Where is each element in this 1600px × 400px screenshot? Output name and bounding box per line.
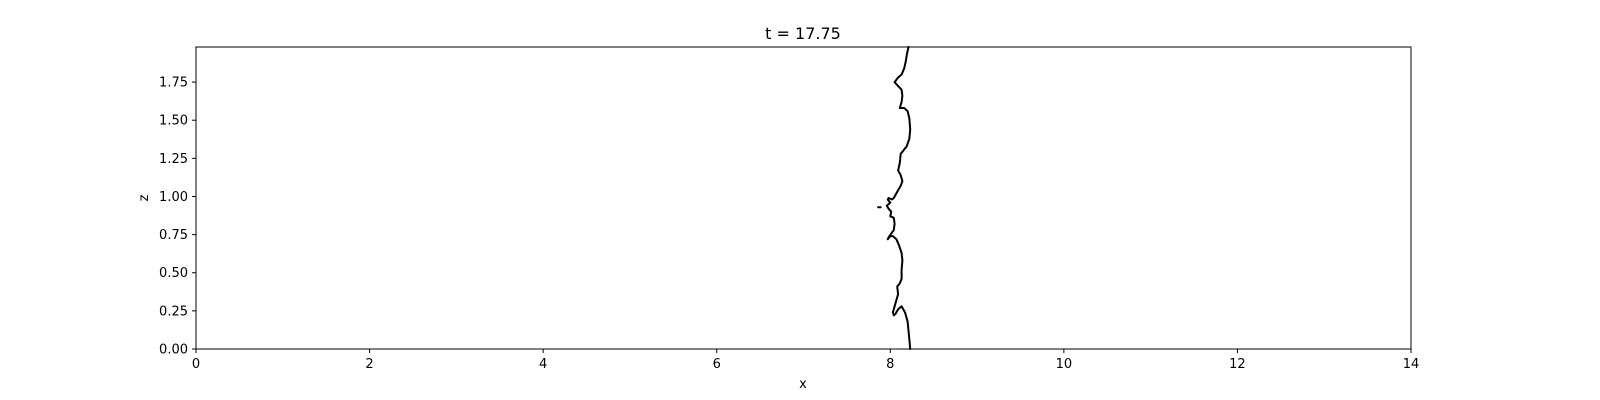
y-tick-label: 0.75 xyxy=(159,228,188,243)
x-tick-label: 14 xyxy=(1403,357,1420,372)
y-tick-label: 0.50 xyxy=(159,266,188,281)
y-tick-label: 1.25 xyxy=(159,152,188,167)
x-tick-label: 6 xyxy=(713,357,721,372)
x-tick-label: 2 xyxy=(365,357,373,372)
contour-line-1 xyxy=(885,46,912,350)
x-axis-ticks: 0 2 4 6 8 10 12 14 xyxy=(192,349,1419,372)
y-axis-ticks: 0.00 0.25 0.50 0.75 1.00 1.25 1.50 1.75 xyxy=(159,76,196,358)
y-tick-label: 0.25 xyxy=(159,304,188,319)
plot-background xyxy=(196,47,1411,349)
y-axis-label: z xyxy=(137,194,152,201)
x-tick-label: 10 xyxy=(1056,357,1073,372)
y-tick-label: 0.00 xyxy=(159,343,188,358)
x-tick-label: 0 xyxy=(192,357,200,372)
x-axis-label: x xyxy=(799,377,807,392)
axes-frame xyxy=(195,46,1412,350)
chart-title: t = 17.75 xyxy=(765,24,841,43)
x-tick-label: 4 xyxy=(539,357,547,372)
plot-area xyxy=(195,46,1412,350)
x-tick-label: 8 xyxy=(886,357,894,372)
y-tick-label: 1.00 xyxy=(159,190,188,205)
y-tick-label: 1.75 xyxy=(159,76,188,91)
y-tick-label: 1.50 xyxy=(159,114,188,129)
contour-lines xyxy=(877,46,912,350)
x-tick-label: 12 xyxy=(1229,357,1246,372)
